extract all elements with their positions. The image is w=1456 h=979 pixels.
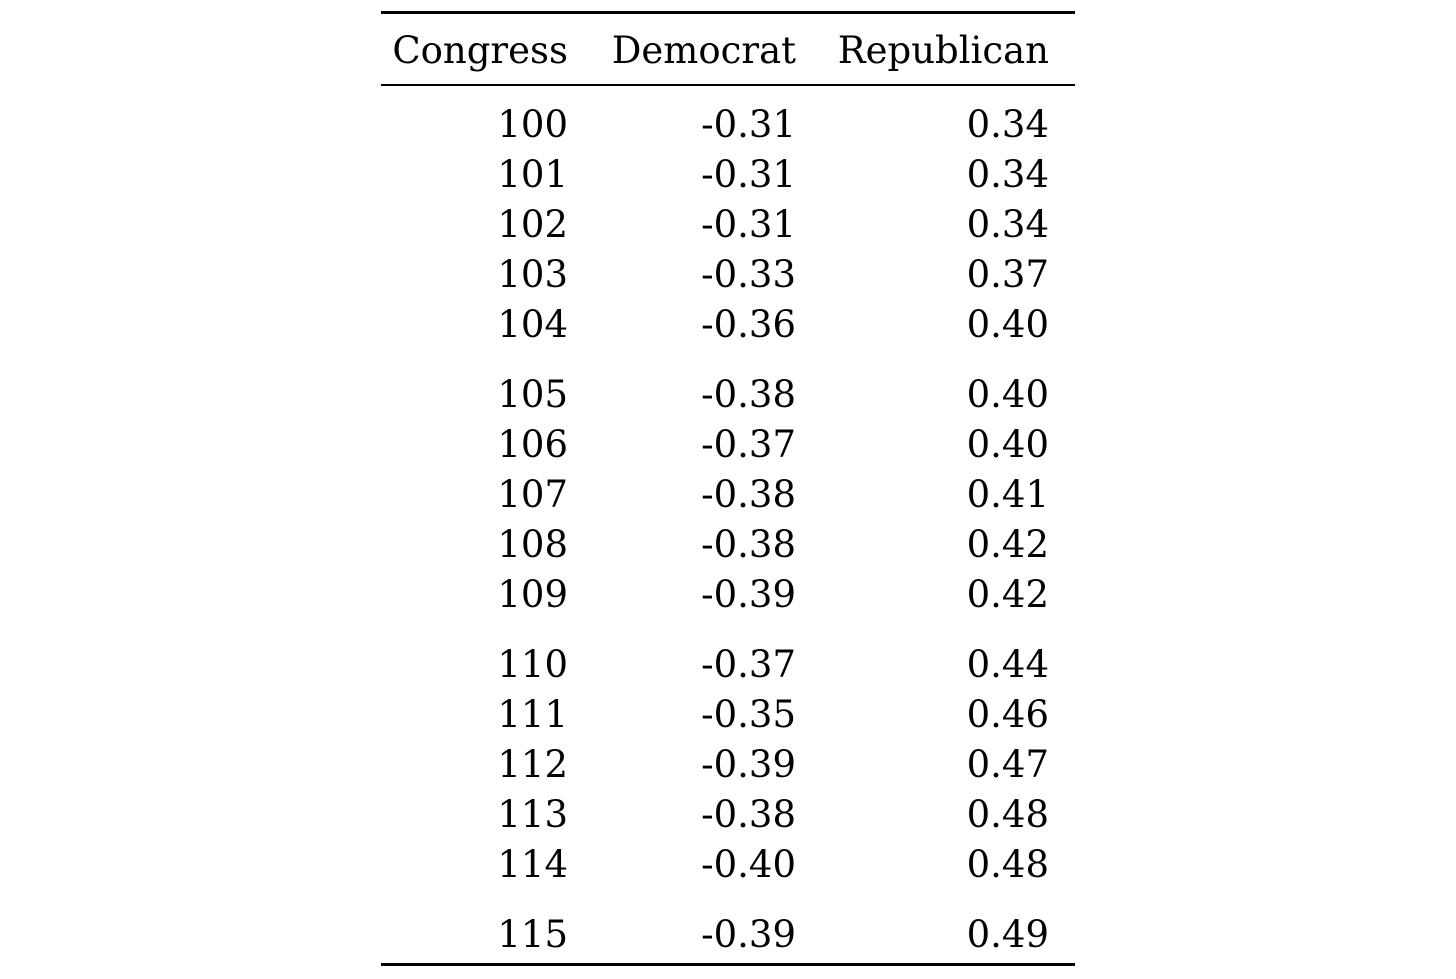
congress-cell: 100 [497, 103, 568, 146]
table-row: 115 -0.39 0.49 [381, 902, 1075, 956]
republican-cell: 0.40 [966, 303, 1049, 346]
data-table: Congress Democrat Republican 100 -0.31 0.3… [381, 11, 1075, 966]
table-row: 114 -0.40 0.48 [381, 832, 1075, 886]
democrat-cell: -0.39 [701, 573, 796, 616]
democrat-cell: -0.40 [701, 843, 796, 886]
congress-cell: 114 [497, 843, 568, 886]
republican-cell: 0.46 [966, 693, 1049, 736]
table-row: 110 -0.37 0.44 [381, 632, 1075, 686]
republican-cell: 0.48 [966, 843, 1049, 886]
table-row: 112 -0.39 0.47 [381, 732, 1075, 786]
row-group: 110 -0.37 0.44 111 -0.35 0.46 112 -0.39 0.47 113 -… [381, 632, 1075, 886]
table-row: 104 -0.36 0.40 [381, 292, 1075, 346]
table-row: 111 -0.35 0.46 [381, 682, 1075, 736]
table-row: 105 -0.38 0.40 [381, 362, 1075, 416]
table-row: 108 -0.38 0.42 [381, 512, 1075, 566]
congress-cell: 102 [497, 203, 568, 246]
democrat-cell: -0.38 [701, 793, 796, 836]
democrat-cell: -0.38 [701, 473, 796, 516]
democrat-cell: -0.31 [701, 203, 796, 246]
democrat-cell: -0.36 [701, 303, 796, 346]
republican-cell: 0.48 [966, 793, 1049, 836]
table-row: 102 -0.31 0.34 [381, 192, 1075, 246]
congress-cell: 103 [497, 253, 568, 296]
democrat-cell: -0.31 [701, 103, 796, 146]
congress-cell: 108 [497, 523, 568, 566]
congress-cell: 111 [497, 693, 568, 736]
header-congress: Congress [392, 29, 568, 72]
table-row: 107 -0.38 0.41 [381, 462, 1075, 516]
congress-cell: 110 [497, 643, 568, 686]
congress-cell: 106 [497, 423, 568, 466]
democrat-cell: -0.35 [701, 693, 796, 736]
republican-cell: 0.42 [966, 573, 1049, 616]
republican-cell: 0.37 [966, 253, 1049, 296]
republican-cell: 0.34 [966, 203, 1049, 246]
republican-cell: 0.40 [966, 373, 1049, 416]
table-header: Congress Democrat Republican [381, 14, 1075, 84]
republican-cell: 0.41 [966, 473, 1049, 516]
table-row: 109 -0.39 0.42 [381, 562, 1075, 616]
header-republican: Republican [837, 29, 1049, 72]
table-row: 113 -0.38 0.48 [381, 782, 1075, 836]
congress-cell: 107 [497, 473, 568, 516]
republican-cell: 0.44 [966, 643, 1049, 686]
republican-cell: 0.49 [966, 913, 1049, 956]
democrat-cell: -0.39 [701, 743, 796, 786]
header-democrat: Democrat [611, 29, 796, 72]
democrat-cell: -0.39 [701, 913, 796, 956]
democrat-cell: -0.38 [701, 523, 796, 566]
republican-cell: 0.40 [966, 423, 1049, 466]
row-group: 115 -0.39 0.49 [381, 902, 1075, 956]
congress-cell: 112 [497, 743, 568, 786]
democrat-cell: -0.33 [701, 253, 796, 296]
democrat-cell: -0.37 [701, 423, 796, 466]
table-row: 103 -0.33 0.37 [381, 242, 1075, 296]
row-group: 105 -0.38 0.40 106 -0.37 0.40 107 -0.38 0.41 108 -… [381, 362, 1075, 616]
row-group: 100 -0.31 0.34 101 -0.31 0.34 102 -0.31 0.34 103 -… [381, 92, 1075, 346]
top-rule [381, 11, 1075, 14]
congress-cell: 109 [497, 573, 568, 616]
republican-cell: 0.47 [966, 743, 1049, 786]
democrat-cell: -0.31 [701, 153, 796, 196]
table-body: 100 -0.31 0.34 101 -0.31 0.34 102 -0.31 0.34 103 -… [381, 86, 1075, 956]
table-row: 101 -0.31 0.34 [381, 142, 1075, 196]
congress-cell: 115 [497, 913, 568, 956]
republican-cell: 0.34 [966, 153, 1049, 196]
table-row: 106 -0.37 0.40 [381, 412, 1075, 466]
table-row: 100 -0.31 0.34 [381, 92, 1075, 146]
congress-cell: 104 [497, 303, 568, 346]
congress-cell: 101 [497, 153, 568, 196]
header-rule [381, 84, 1075, 86]
republican-cell: 0.42 [966, 523, 1049, 566]
democrat-cell: -0.38 [701, 373, 796, 416]
congress-cell: 105 [497, 373, 568, 416]
democrat-cell: -0.37 [701, 643, 796, 686]
congress-cell: 113 [497, 793, 568, 836]
bottom-rule [381, 963, 1075, 966]
republican-cell: 0.34 [966, 103, 1049, 146]
